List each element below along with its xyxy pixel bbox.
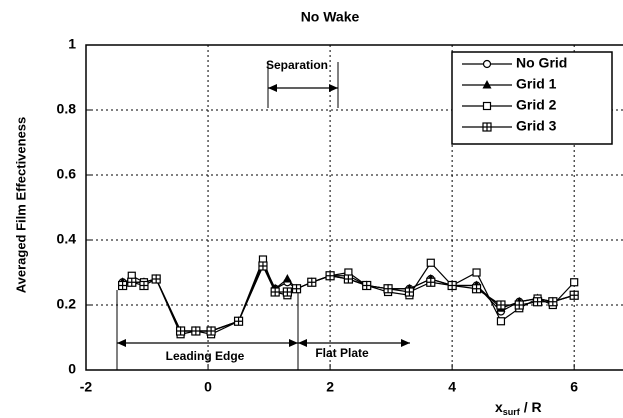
- marker: [514, 300, 524, 310]
- annotation: Leading Edge: [166, 349, 245, 363]
- x-axis-label: xsurf / R: [495, 399, 542, 418]
- marker-cross: [570, 291, 579, 300]
- y-tick-label: 0.2: [57, 296, 77, 312]
- marker: [206, 326, 216, 336]
- marker-cross: [448, 281, 457, 290]
- marker: [270, 287, 280, 297]
- marker-cross: [207, 327, 216, 335]
- marker-cross: [472, 284, 481, 293]
- marker-cross: [326, 271, 335, 280]
- marker: [496, 317, 506, 326]
- marker-cross: [344, 275, 353, 283]
- marker: [258, 261, 268, 271]
- marker: [139, 280, 149, 291]
- marker-cross: [118, 281, 127, 290]
- y-axis-label: Averaged Film Effectiveness: [13, 117, 28, 294]
- marker: [471, 284, 482, 294]
- legend-label: Grid 3: [516, 118, 557, 134]
- marker-cross: [283, 288, 292, 296]
- y-tick-label: 0.4: [57, 231, 77, 247]
- x-tick-label: -2: [80, 379, 93, 395]
- x-label-rest: / R: [520, 399, 542, 415]
- marker: [291, 284, 302, 294]
- marker: [482, 80, 492, 89]
- marker-cross: [191, 327, 200, 335]
- marker: [118, 280, 128, 291]
- chart-title: No Wake: [301, 9, 360, 25]
- x-tick-label: 6: [570, 379, 578, 395]
- x-tick-label: 0: [204, 379, 212, 395]
- legend-box: [451, 51, 613, 145]
- marker-cross: [483, 123, 491, 131]
- marker-cross: [234, 317, 243, 326]
- marker: [127, 277, 137, 287]
- arrow-head: [117, 339, 126, 347]
- marker-cross: [271, 288, 280, 296]
- arrow-head: [268, 84, 277, 92]
- marker-cross: [496, 301, 505, 309]
- y-tick-label: 1: [68, 36, 76, 52]
- y-tick-label: 0: [68, 361, 76, 377]
- marker: [233, 316, 244, 326]
- marker: [569, 290, 579, 300]
- marker-cross: [548, 297, 557, 306]
- legend: No Grid Grid 1 Grid 2 Grid 3: [451, 51, 613, 145]
- arrow-head: [298, 339, 307, 347]
- x-tick-label: 2: [326, 379, 334, 395]
- marker: [447, 280, 457, 291]
- y-tick-label: 0.6: [57, 166, 77, 182]
- plot-frame: [85, 44, 623, 371]
- marker: [362, 280, 372, 291]
- marker-cross: [258, 262, 267, 270]
- marker-cross: [405, 288, 414, 296]
- marker-cross: [292, 284, 301, 293]
- marker: [343, 274, 353, 284]
- marker: [282, 287, 292, 297]
- marker: [426, 258, 435, 267]
- x-label-main: x: [495, 399, 503, 415]
- annotation: Separation: [266, 58, 328, 72]
- marker: [175, 326, 186, 336]
- y-tick-label: 0.8: [57, 101, 77, 117]
- marker: [496, 300, 506, 310]
- arrow-head: [401, 339, 410, 347]
- marker: [426, 277, 436, 287]
- marker: [151, 274, 161, 284]
- marker-cross: [426, 278, 435, 287]
- legend-label: Grid 1: [516, 76, 557, 92]
- marker-cross: [152, 275, 161, 283]
- marker-cross: [515, 301, 524, 309]
- marker: [282, 274, 292, 283]
- marker: [548, 297, 558, 307]
- marker: [404, 287, 415, 297]
- x-tick-label: 4: [448, 379, 456, 395]
- marker-cross: [139, 281, 148, 290]
- marker: [482, 59, 492, 69]
- marker-cross: [176, 327, 185, 335]
- marker-cross: [127, 278, 136, 287]
- marker-cross: [307, 278, 316, 287]
- marker: [307, 277, 317, 287]
- marker-cross: [384, 284, 393, 293]
- marker: [325, 271, 335, 281]
- marker: [482, 122, 492, 132]
- marker: [570, 278, 579, 287]
- marker-cross: [533, 297, 542, 306]
- legend-label: Grid 2: [516, 97, 557, 113]
- marker: [191, 326, 201, 336]
- annotation: Flat Plate: [315, 346, 369, 360]
- marker: [482, 101, 492, 111]
- marker: [472, 268, 481, 277]
- arrow-head: [329, 84, 338, 92]
- x-label-sub: surf: [503, 407, 521, 417]
- legend-label: No Grid: [516, 55, 567, 71]
- marker-cross: [362, 281, 371, 290]
- arrow-head: [289, 339, 298, 347]
- marker: [383, 284, 393, 294]
- marker: [532, 297, 543, 307]
